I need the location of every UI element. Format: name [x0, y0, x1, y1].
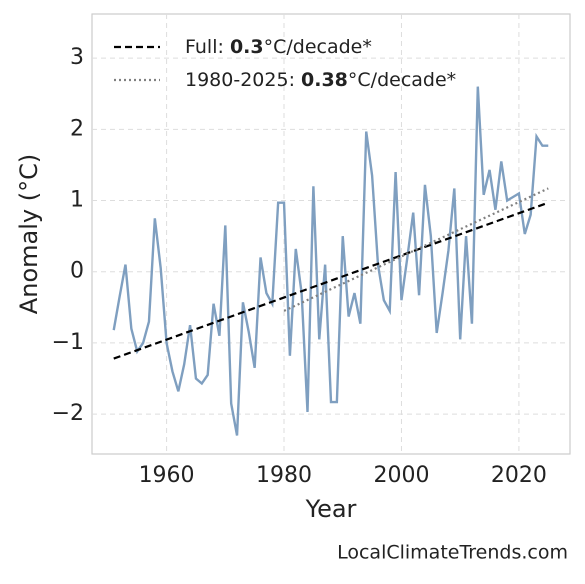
y-axis-label: Anomaly (°C) — [15, 154, 43, 314]
x-axis-label: Year — [305, 495, 357, 523]
legend-part: 0.3 — [230, 36, 264, 58]
x-tick-label: 2020 — [491, 463, 547, 488]
y-tick-label: 1 — [70, 188, 84, 213]
y-tick-label: 3 — [70, 45, 84, 70]
legend-part: 1980-2025: — [185, 69, 301, 91]
y-tick-label: 2 — [70, 116, 84, 141]
y-tick-label: −1 — [52, 330, 84, 355]
anomaly-line — [112, 86, 549, 436]
trend-line — [283, 187, 549, 312]
legend-label: Full: 0.3°C/decade* — [185, 36, 372, 58]
legend-part: Full: — [185, 36, 230, 58]
legend-part: °C/decade* — [348, 69, 456, 91]
legend-part: 0.38 — [301, 69, 348, 91]
x-tick-label: 2000 — [373, 463, 429, 488]
legend-part: °C/decade* — [264, 36, 372, 58]
x-tick-label: 1960 — [139, 463, 195, 488]
footer: LocalClimateTrends.com — [337, 542, 568, 564]
legend-label: 1980-2025: 0.38°C/decade* — [185, 69, 456, 91]
y-tick-label: −2 — [52, 401, 84, 426]
x-tick-label: 1980 — [256, 463, 312, 488]
y-tick-label: 0 — [70, 259, 84, 284]
